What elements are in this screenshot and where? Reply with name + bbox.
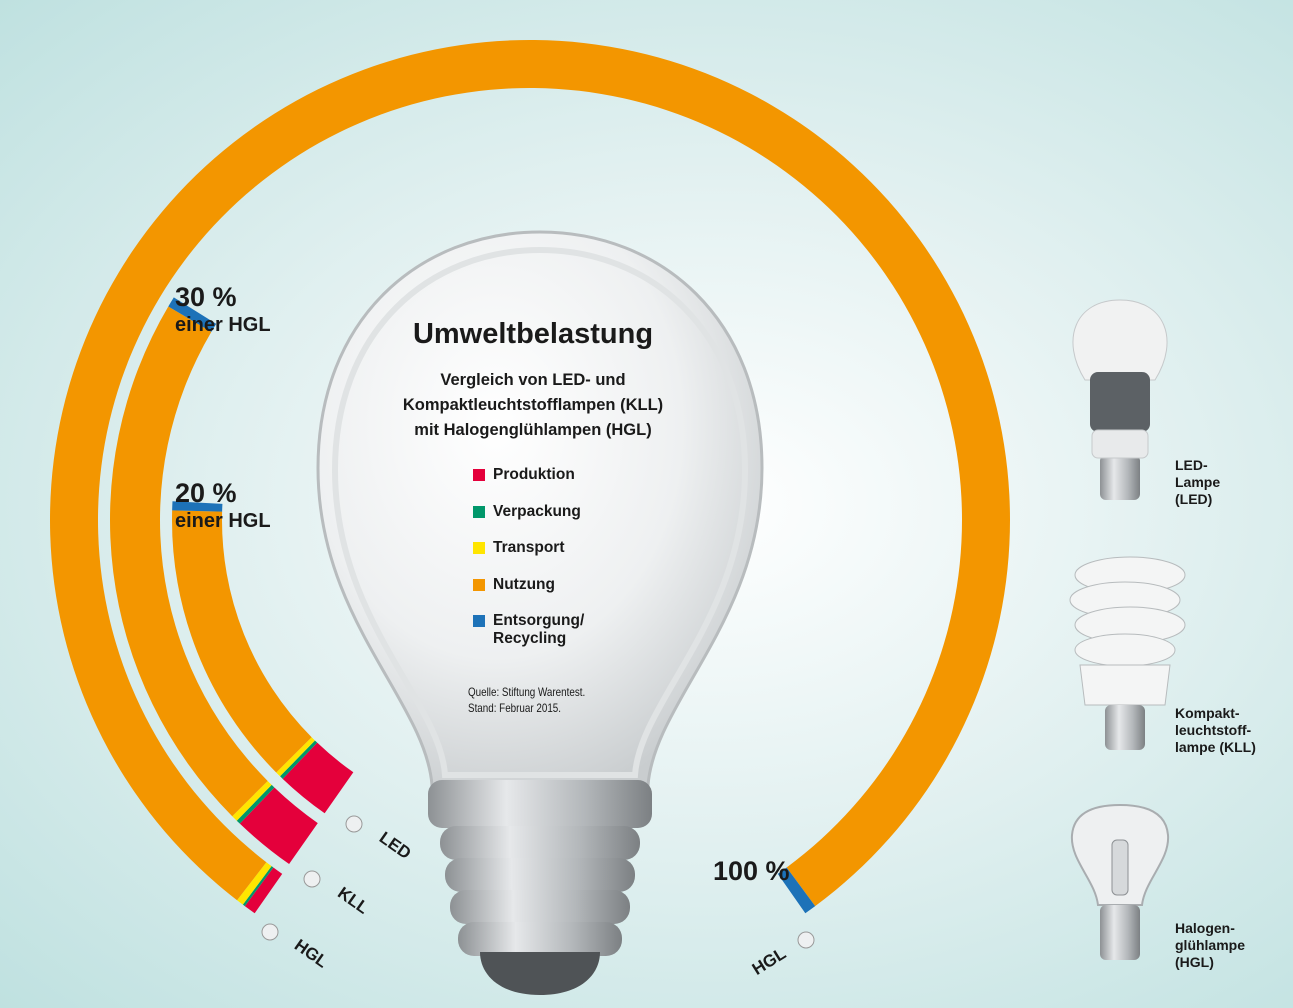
source-note: Quelle: Stiftung Warentest. Stand: Febru… [468, 684, 591, 716]
legend-entry: Transport [470, 539, 640, 576]
led-lamp-collar [1092, 430, 1148, 458]
led-lamp-base [1100, 455, 1140, 500]
bulb-collar [428, 780, 652, 828]
legend-entry: Entsorgung/ Recycling [470, 612, 640, 649]
bulb-tip [480, 952, 600, 995]
total-note: einer HGL [175, 510, 271, 533]
mini-bulb [304, 871, 320, 887]
legend-label: Verpackung [493, 503, 581, 521]
lamp-icons [1070, 300, 1185, 960]
legend-entry: Verpackung [470, 503, 640, 540]
total-label: 100 % [713, 856, 790, 887]
category-label: HGL [749, 944, 790, 979]
chart-title: Umweltbelastung [333, 318, 733, 351]
legend-entry: Nutzung [470, 576, 640, 613]
legend-label: Transport [493, 539, 564, 557]
kll-lamp-base [1105, 705, 1145, 750]
legend-swatch [473, 469, 485, 481]
legend-label: Produktion [493, 466, 575, 484]
mini-bulb [262, 924, 278, 940]
lamp-description: Halogen- glühlampe (HGL) [1175, 920, 1275, 971]
mini-bulb [346, 816, 362, 832]
bulb-thread [440, 826, 640, 860]
legend: Produktion Verpackung Transport Nutzung Ents… [470, 466, 640, 649]
led-lamp-fins [1090, 372, 1150, 432]
led-lamp-icon [1073, 300, 1167, 380]
legend-swatch [473, 615, 485, 627]
legend-entry: Produktion [470, 466, 640, 503]
legend-swatch [473, 506, 485, 518]
subtitle-line: Kompaktleuchtstofflampen (KLL) [333, 393, 733, 418]
legend-swatch [473, 579, 485, 591]
legend-label: Entsorgung/ Recycling [493, 612, 640, 648]
hgl-lamp-base [1100, 905, 1140, 960]
total-label: 20 % [175, 478, 237, 509]
subtitle-line: Vergleich von LED- und [333, 368, 733, 393]
legend-label: Nutzung [493, 576, 555, 594]
total-note: einer HGL [175, 314, 271, 337]
category-label: KLL [334, 883, 372, 918]
legend-swatch [473, 542, 485, 554]
lamp-description: Kompakt- leuchtstoff- lampe (KLL) [1175, 705, 1275, 756]
bulb-thread [445, 858, 635, 892]
category-label: HGL [291, 935, 331, 971]
lamp-description: LED- Lampe (LED) [1175, 457, 1235, 508]
hgl-lamp-capsule [1112, 840, 1128, 895]
mini-bulb [798, 932, 814, 948]
kll-lamp-icon [1070, 557, 1185, 705]
total-label: 30 % [175, 282, 237, 313]
infographic: LEDKLLHGLHGL Umweltbelastung Vergleich v… [0, 0, 1293, 1008]
subtitle-line: mit Halogenglühlampen (HGL) [333, 418, 733, 443]
bulb-thread [458, 922, 622, 956]
bulb-thread [450, 890, 630, 924]
category-label: LED [376, 828, 415, 863]
